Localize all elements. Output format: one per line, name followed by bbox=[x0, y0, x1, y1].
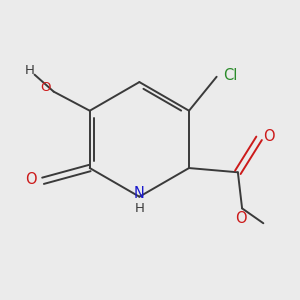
Text: N: N bbox=[134, 186, 145, 201]
Text: O: O bbox=[263, 129, 275, 144]
Text: H: H bbox=[134, 202, 144, 215]
Text: O: O bbox=[235, 211, 247, 226]
Text: H: H bbox=[24, 64, 34, 77]
Text: O: O bbox=[40, 81, 50, 94]
Text: O: O bbox=[26, 172, 37, 187]
Text: Cl: Cl bbox=[223, 68, 238, 83]
